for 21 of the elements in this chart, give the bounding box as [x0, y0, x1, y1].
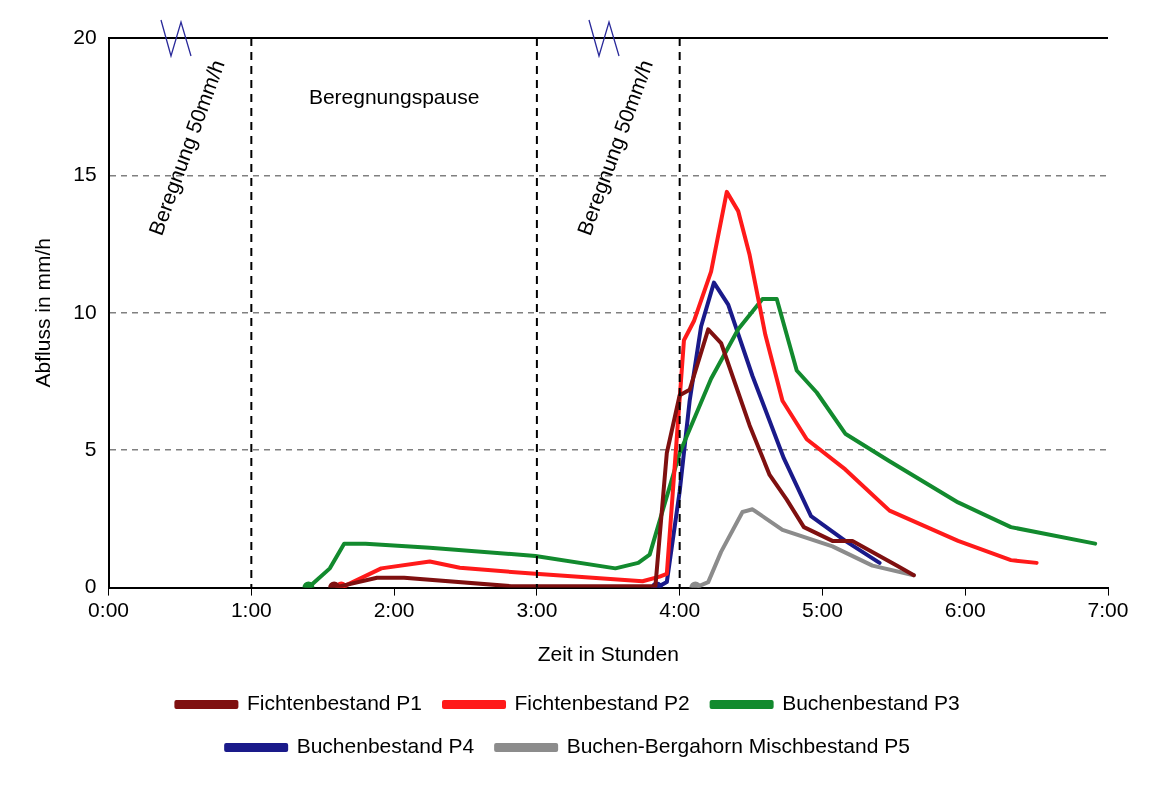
y-tick-label: 5 [84, 437, 97, 460]
x-axis-title: Zeit in Stunden [537, 642, 679, 666]
x-tick-label: 2:00 [373, 598, 415, 621]
y-axis-title: Abfluss in mm/h [31, 238, 55, 388]
x-tick-label: 4:00 [659, 598, 701, 621]
y-tick-label: 0 [84, 574, 97, 598]
y-tick-label: 10 [73, 299, 97, 323]
legend-label: Buchenbestand P3 [782, 691, 960, 715]
x-tick-label: 3:00 [516, 598, 558, 621]
legend-label: Buchen-Bergahorn Mischbestand P5 [566, 734, 910, 758]
legend-label: Fichtenbestand P2 [514, 691, 690, 715]
legend-label: Fichtenbestand P1 [246, 691, 423, 715]
x-tick-label: 0:00 [88, 598, 129, 621]
annotation: Beregnungspause [308, 84, 480, 108]
x-tick-label: 5:00 [802, 598, 843, 621]
x-tick-label: 1:00 [230, 598, 272, 621]
legend-label: Buchenbestand P4 [296, 734, 475, 758]
x-tick-label: 6:00 [944, 598, 986, 621]
y-tick-label: 20 [73, 24, 97, 48]
y-tick-label: 15 [73, 162, 97, 186]
x-tick-label: 7:00 [1087, 598, 1129, 621]
